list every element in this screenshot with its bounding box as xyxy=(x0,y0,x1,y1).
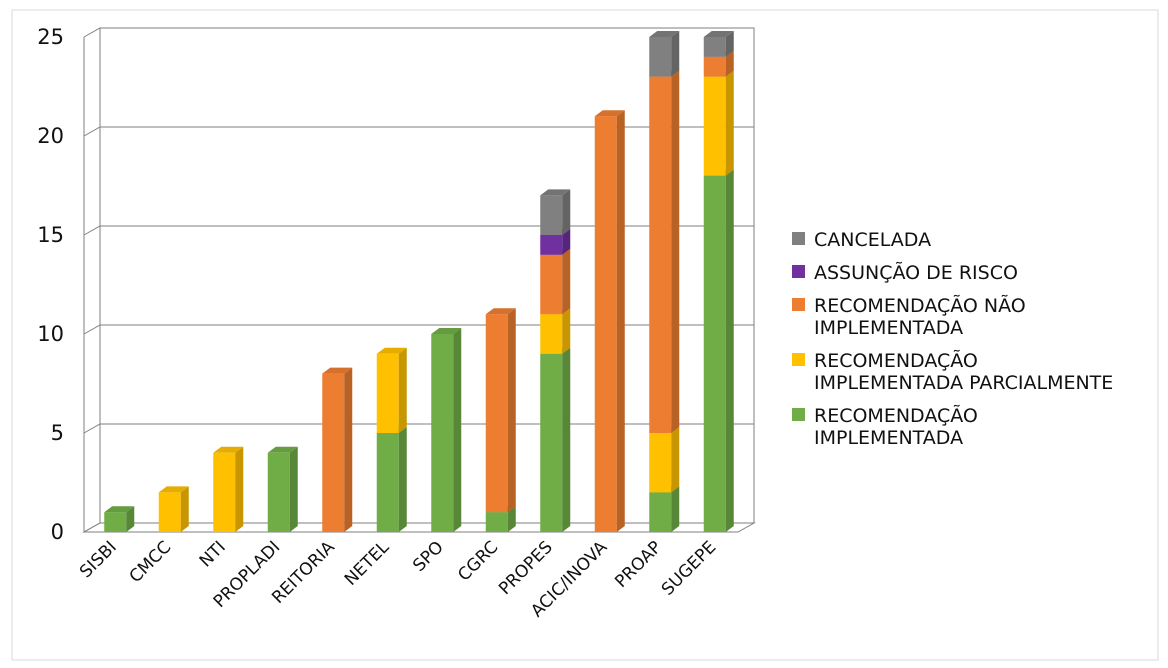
legend-label: IMPLEMENTADA xyxy=(814,317,963,339)
gridline xyxy=(83,225,754,236)
bar-segment xyxy=(431,328,462,532)
legend-item: CANCELADA xyxy=(792,229,931,251)
legend-label: CANCELADA xyxy=(814,229,931,251)
bar-segment xyxy=(540,347,571,532)
bar-segment xyxy=(104,506,135,532)
bar-segment xyxy=(267,446,298,532)
legend-swatch xyxy=(792,298,805,311)
bar-segment xyxy=(703,70,734,176)
chart-border xyxy=(11,9,1159,661)
gridline xyxy=(83,522,754,533)
y-tick-label: 20 xyxy=(37,124,64,148)
gridline xyxy=(83,27,754,38)
bar-segment xyxy=(540,189,571,235)
y-tick-label: 10 xyxy=(37,322,64,346)
bar-segment xyxy=(540,308,571,354)
bar-segment xyxy=(158,486,189,532)
y-tick-label: 5 xyxy=(51,421,64,445)
legend-label: RECOMENDAÇÃO xyxy=(814,404,978,427)
legend-swatch xyxy=(792,408,805,421)
bar-segment xyxy=(376,347,407,433)
y-tick-label: 0 xyxy=(51,520,64,544)
bar-segment xyxy=(649,31,680,77)
bar-segment xyxy=(703,169,734,532)
bar-segment xyxy=(322,367,353,532)
bar-segment xyxy=(213,446,244,532)
y-tick-label: 25 xyxy=(37,25,64,49)
bar-segment xyxy=(649,70,680,433)
bar-segment xyxy=(540,248,571,315)
bar-segment xyxy=(485,308,516,513)
y-tick-label: 15 xyxy=(37,223,64,247)
legend-label: IMPLEMENTADA xyxy=(814,427,963,449)
gridline xyxy=(83,324,754,335)
legend-label: IMPLEMENTADA PARCIALMENTE xyxy=(814,372,1113,394)
gridline xyxy=(83,423,754,434)
legend-swatch xyxy=(792,353,805,366)
legend-label: ASSUNÇÃO DE RISCO xyxy=(814,261,1018,284)
bar-segment xyxy=(649,427,680,493)
bar-segment xyxy=(703,31,734,57)
y-axis-ticks: 0 5 10 15 20 25 xyxy=(37,25,64,544)
legend-label: RECOMENDAÇÃO xyxy=(814,349,978,372)
legend-swatch xyxy=(792,232,805,245)
bar-segment xyxy=(594,110,625,532)
legend-swatch xyxy=(792,265,805,278)
legend-label: RECOMENDAÇÃO NÃO xyxy=(814,294,1026,317)
gridline xyxy=(83,126,754,137)
gridlines xyxy=(83,27,754,533)
bar-segment xyxy=(649,486,680,532)
bar-segment xyxy=(376,427,407,532)
legend-item: ASSUNÇÃO DE RISCO xyxy=(792,261,1018,284)
bars xyxy=(104,31,734,532)
legend: CANCELADA ASSUNÇÃO DE RISCO RECOMENDAÇÃO N… xyxy=(792,229,1113,449)
